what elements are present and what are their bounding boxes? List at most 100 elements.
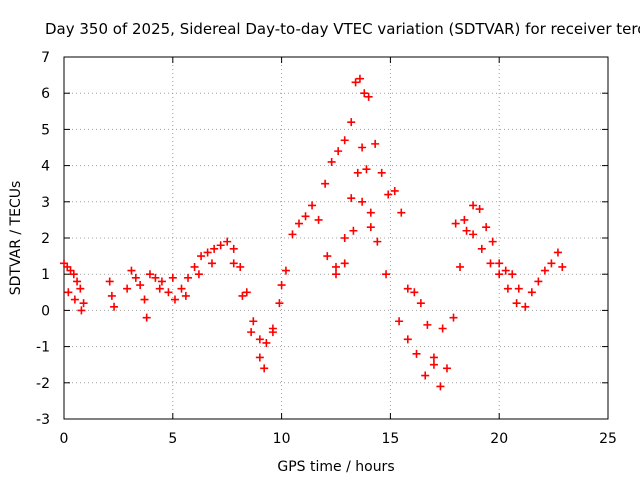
y-tick-label: -3 [36,412,50,428]
data-point [238,291,247,300]
data-point [70,295,79,304]
data-point [151,273,160,282]
data-point [521,302,530,311]
data-point [429,360,438,369]
data-point [547,259,556,268]
data-point [377,168,386,177]
y-tick-label: 0 [41,303,50,319]
data-point [412,349,421,358]
data-point [501,266,510,275]
data-point [73,277,82,286]
data-points [60,74,567,391]
data-point [442,364,451,373]
data-point [170,295,179,304]
data-point [371,139,380,148]
y-tick-label: 7 [41,50,50,66]
data-point [358,197,367,206]
data-point [110,302,119,311]
data-point [403,335,412,344]
data-point [332,270,340,279]
data-point [540,266,549,275]
data-point [184,273,193,282]
data-point [314,215,323,224]
data-point [140,295,149,304]
data-point [197,252,206,261]
data-point [107,291,116,300]
data-point [353,168,362,177]
data-point [255,335,264,344]
y-tick-label: -1 [36,340,50,356]
data-point [157,277,166,286]
data-point [255,353,264,362]
data-point [486,259,495,268]
data-point [403,284,412,293]
data-point [308,201,317,210]
data-point [181,291,190,300]
data-point [332,262,340,271]
y-tick-label: 5 [41,122,50,138]
data-point [301,212,310,221]
data-point [203,248,212,257]
data-point [131,273,140,282]
data-point [247,328,256,337]
data-point [495,259,504,268]
data-point [295,219,304,228]
data-point [242,288,251,297]
x-tick-label: 25 [599,431,617,447]
data-point [397,208,406,217]
data-point [553,248,562,257]
data-point [268,324,277,333]
data-point [229,244,238,253]
data-point [390,186,399,195]
data-point [323,252,332,261]
data-point [462,226,471,235]
data-point [482,223,491,232]
y-tick-label: 6 [41,86,50,102]
data-point [382,270,391,279]
data-point [155,284,164,293]
data-point [488,237,497,246]
data-point [366,223,375,232]
data-point [210,244,219,253]
x-tick-label: 0 [60,431,69,447]
x-axis-label: GPS time / hours [277,459,394,475]
data-point [79,299,88,308]
grid-lines [64,57,608,419]
data-point [429,353,438,362]
data-point [451,219,460,228]
data-point [190,262,199,271]
data-point [347,118,356,127]
data-point [340,234,349,242]
data-point [123,284,132,293]
data-point [347,194,356,203]
data-point [436,382,445,391]
y-tick-label: 3 [41,195,50,211]
x-tick-label: 10 [273,431,291,447]
data-point [364,92,373,101]
y-tick-label: 2 [41,231,50,247]
x-tick-label: 20 [490,431,508,447]
data-point [503,284,512,293]
data-point [260,364,269,373]
data-point [136,281,145,290]
data-point [416,299,425,308]
data-point [262,338,271,347]
data-point [277,281,286,290]
data-point [127,266,136,275]
data-point [249,317,258,326]
data-point [223,237,232,246]
data-point [194,270,203,279]
data-point [514,284,523,293]
data-point [469,201,478,210]
data-point [358,143,367,152]
data-point [366,208,375,217]
data-point [438,324,447,333]
data-point [327,157,336,166]
data-point [351,78,360,87]
data-point [456,262,465,271]
data-point [340,259,349,268]
data-point [288,230,297,239]
y-axis-label: SDTVAR / TECUs [8,181,24,296]
chart-title: Day 350 of 2025, Sidereal Day-to-day VTE… [45,20,640,38]
